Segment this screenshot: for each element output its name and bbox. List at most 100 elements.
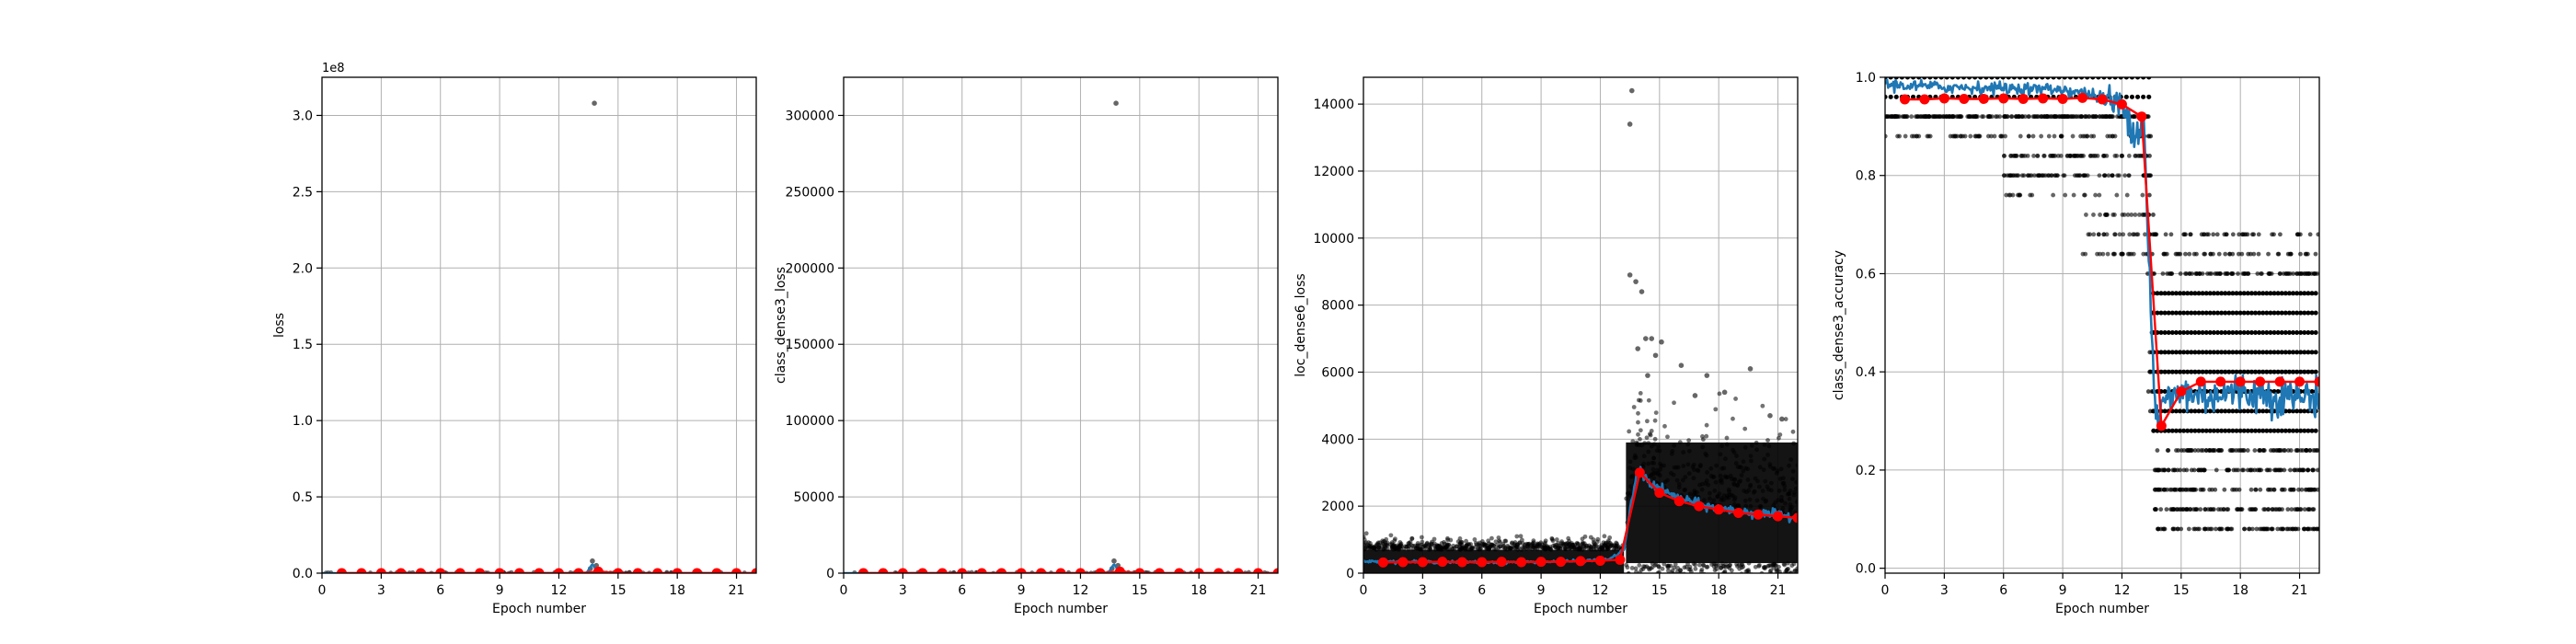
class-dense3-accuracy-epoch-mean-marker	[1938, 93, 1949, 104]
class-dense3-accuracy-raw-point	[2036, 114, 2041, 120]
loc-dense6-loss-raw-point	[1723, 564, 1729, 569]
loc-dense6-loss-raw-point	[1724, 435, 1730, 441]
class-dense3-accuracy-raw-point	[2230, 487, 2235, 492]
class-dense3-loss-y-tick-label: 100000	[786, 414, 834, 429]
loc-dense6-loss-y-tick-label: 12000	[1313, 165, 1354, 179]
class-dense3-accuracy-raw-point	[2120, 213, 2125, 217]
class-dense3-accuracy-raw-point	[2196, 467, 2202, 473]
class-dense3-accuracy-raw-point	[2210, 507, 2215, 512]
loc-dense6-loss-raw-point	[1681, 464, 1686, 468]
loc-dense6-loss-raw-point	[1389, 540, 1395, 546]
loc-dense6-loss-epoch-mean-marker	[1654, 488, 1665, 499]
loc-dense6-loss-epoch-mean-marker	[1377, 557, 1388, 568]
class-dense3-accuracy-raw-point	[2091, 232, 2097, 237]
class-dense3-accuracy-raw-point	[2146, 192, 2152, 198]
class-dense3-accuracy-raw-point	[2307, 232, 2313, 237]
class-dense3-accuracy-raw-point	[2053, 114, 2057, 120]
class-dense3-accuracy-raw-point	[2027, 173, 2032, 178]
class-dense3-accuracy-raw-point	[1962, 133, 1968, 139]
class-dense3-accuracy-raw-point	[2027, 114, 2032, 120]
loc-dense6-loss-raw-point	[1654, 467, 1660, 473]
class-dense3-accuracy-raw-point	[2040, 173, 2045, 178]
class-dense3-accuracy-raw-point	[2143, 232, 2147, 237]
loc-dense6-loss-raw-point	[1747, 484, 1753, 489]
class-dense3-accuracy-x-tick-label: 0	[1881, 583, 1890, 598]
class-dense3-accuracy-raw-point	[2255, 271, 2260, 276]
class-dense3-accuracy-raw-point	[2133, 213, 2138, 217]
loc-dense6-loss-raw-point	[1704, 453, 1709, 458]
class-dense3-accuracy-raw-point	[2091, 213, 2096, 217]
loc-dense6-loss-raw-point	[1764, 498, 1769, 503]
class-dense3-accuracy-raw-point	[2012, 153, 2018, 158]
loc-dense6-loss-raw-point	[1777, 435, 1781, 441]
loc-dense6-loss-raw-point	[1367, 546, 1373, 550]
class-dense3-accuracy-raw-point	[2146, 94, 2152, 99]
loc-dense6-loss-raw-point	[1743, 503, 1749, 509]
class-dense3-accuracy-raw-point	[2285, 507, 2291, 512]
class-dense3-accuracy-raw-point	[1889, 114, 1894, 120]
class-dense3-accuracy-raw-point	[2032, 114, 2038, 120]
class-dense3-accuracy-raw-point	[2310, 467, 2316, 473]
class-dense3-accuracy-data	[1885, 77, 2319, 532]
loss-x-tick-label: 6	[436, 583, 444, 598]
loss-epoch-mean-marker	[731, 568, 742, 573]
class-dense3-accuracy-raw-point	[2016, 114, 2021, 120]
class-dense3-accuracy-raw-point	[2151, 213, 2156, 217]
loc-dense6-loss-raw-point	[1674, 477, 1680, 483]
loc-dense6-loss-raw-point	[1646, 461, 1651, 466]
loc-dense6-loss-raw-point	[1705, 564, 1710, 569]
loss-epoch-mean-marker	[454, 568, 466, 573]
loc-dense6-loss-raw-point	[1743, 569, 1749, 573]
class-dense3-accuracy-raw-point	[2240, 271, 2246, 276]
loc-dense6-loss-raw-point	[1718, 473, 1723, 478]
loc-dense6-loss-raw-point	[1576, 545, 1581, 550]
loc-dense6-loss-raw-point	[1762, 442, 1767, 447]
class-dense3-loss-epoch-mean-marker	[857, 568, 868, 573]
class-dense3-accuracy-raw-point	[2276, 251, 2282, 257]
loc-dense6-loss-raw-point	[1749, 443, 1754, 448]
class-dense3-accuracy-raw-point	[2214, 232, 2220, 237]
class-dense3-accuracy-raw-point	[2289, 507, 2294, 512]
loc-dense6-loss-raw-point	[1656, 569, 1662, 573]
loc-dense6-loss-raw-point	[1525, 542, 1531, 546]
loss-y-tick-label: 3.0	[293, 109, 313, 123]
class-dense3-accuracy-raw-point	[2266, 507, 2271, 512]
loc-dense6-loss-data	[1363, 87, 1798, 573]
loss-epoch-mean-marker	[356, 568, 367, 573]
class-dense3-accuracy-raw-point	[2145, 173, 2151, 178]
class-dense3-accuracy-raw-point	[2109, 114, 2114, 120]
loss-panel: 0 3 6 9 12 15 18 21 0.0 0.5 1.0 1.5 2.0 2.5 3.0 Epoch …	[272, 62, 757, 616]
class-dense3-accuracy-raw-point	[2229, 448, 2235, 453]
loc-dense6-loss-plot-frame	[1363, 76, 1799, 574]
loc-dense6-loss-raw-point	[1781, 476, 1786, 481]
loc-dense6-loss-raw-point	[1493, 539, 1499, 545]
loc-dense6-loss-raw-point	[1534, 544, 1538, 549]
loss-epoch-mean-marker	[573, 568, 584, 573]
class-dense3-accuracy-raw-point	[2298, 448, 2304, 453]
loc-dense6-loss-raw-point	[1765, 438, 1770, 443]
loc-dense6-loss-raw-point	[1473, 540, 1478, 546]
class-dense3-accuracy-raw-point	[2203, 526, 2208, 532]
loc-dense6-loss-raw-point	[1787, 496, 1792, 501]
class-dense3-accuracy-raw-point	[2183, 487, 2189, 492]
class-dense3-accuracy-raw-point	[2071, 114, 2076, 120]
class-dense3-accuracy-epoch-mean-marker	[1959, 93, 1970, 104]
loc-dense6-loss-epoch-mean-marker	[1516, 557, 1527, 568]
loc-dense6-loss-epoch-mean-marker	[1773, 511, 1784, 522]
loc-dense6-loss-raw-point	[1651, 455, 1656, 461]
class-dense3-accuracy-raw-point	[2296, 467, 2302, 473]
loc-dense6-loss-epoch-mean-marker	[1694, 500, 1705, 512]
class-dense3-accuracy-raw-point	[2005, 173, 2010, 178]
loc-dense6-loss-raw-point	[1463, 546, 1468, 550]
loss-epoch-mean-marker	[652, 568, 663, 573]
class-dense3-accuracy-raw-point	[2174, 487, 2179, 492]
loc-dense6-loss-raw-point	[1782, 500, 1788, 506]
loc-dense6-loss-raw-point	[1657, 448, 1662, 454]
class-dense3-accuracy-raw-point	[2208, 251, 2214, 257]
loc-dense6-loss-raw-point	[1719, 561, 1725, 566]
class-dense3-accuracy-raw-point	[2067, 153, 2073, 158]
class-dense3-accuracy-raw-point	[2205, 507, 2211, 512]
class-dense3-accuracy-raw-point	[2062, 114, 2067, 120]
loc-dense6-loss-raw-point	[1749, 458, 1754, 464]
class-dense3-accuracy-raw-point	[2298, 251, 2303, 257]
